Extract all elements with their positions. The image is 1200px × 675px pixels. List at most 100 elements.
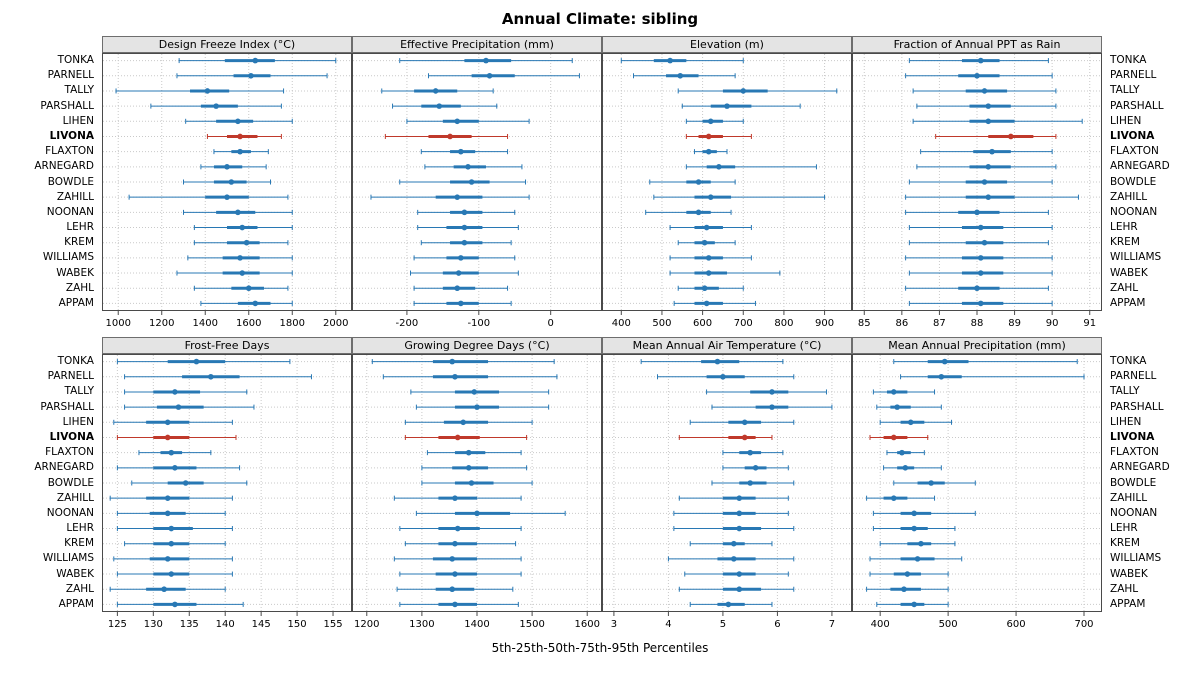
site-label-tonka: TONKA [57,54,94,67]
site-label-zahl: ZAHL [65,281,94,294]
svg-text:600: 600 [1007,619,1026,630]
site-label-bowdle: BOWDLE [1110,175,1157,188]
site-label-parnell: PARNELL [47,370,94,383]
svg-text:91: 91 [1083,318,1096,329]
site-label-arnegard: ARNEGARD [34,461,94,474]
site-label-flaxton: FLAXTON [45,446,94,459]
site-label-arnegard: ARNEGARD [1110,160,1170,173]
svg-text:900: 900 [815,318,834,329]
site-label-krem: KREM [1110,537,1140,550]
site-label-flaxton: FLAXTON [45,145,94,158]
panel-plot-frost-free-days: 125 130 135 140 145 150 155 [102,354,352,630]
site-label-parshall: PARSHALL [1110,400,1164,413]
site-label-williams: WILLIAMS [42,552,94,565]
site-label-livona: LIVONA [49,430,94,443]
site-label-parshall: PARSHALL [40,400,94,413]
svg-text:500: 500 [652,318,671,329]
site-label-noonan: NOONAN [46,205,94,218]
site-label-bowdle: BOWDLE [1110,476,1157,489]
site-labels-left: TONKA PARNELL TALLY PARSHALL LIHEN LIVONA FLAX… [0,337,102,633]
site-label-tally: TALLY [1110,385,1140,398]
site-label-arnegard: ARNEGARD [1110,461,1170,474]
svg-text:4: 4 [665,619,671,630]
svg-text:-200: -200 [396,318,419,329]
site-label-lehr: LEHR [66,522,94,535]
axis-caption: 5th-25th-50th-75th-95th Percentiles [491,641,709,655]
svg-text:150: 150 [288,619,307,630]
svg-text:1000: 1000 [106,318,131,329]
svg-text:700: 700 [1074,619,1093,630]
svg-text:145: 145 [252,619,271,630]
site-label-tonka: TONKA [1110,54,1147,67]
site-label-parnell: PARNELL [1110,69,1157,82]
panel-effective-precipitation: Effective Precipitation (mm) -200 -100 0 [352,36,602,332]
site-label-bowdle: BOWDLE [47,476,94,489]
svg-text:-100: -100 [467,318,490,329]
site-label-tally: TALLY [64,385,94,398]
site-label-lihen: LIHEN [62,114,94,127]
svg-text:135: 135 [180,619,199,630]
site-label-bowdle: BOWDLE [47,175,94,188]
panel-plot-effective-precipitation: -200 -100 0 [352,53,602,329]
chart-grid: TONKA PARNELL TALLY PARSHALL LIHEN LIVONA FLAX… [0,36,1200,633]
svg-text:155: 155 [323,619,342,630]
svg-text:400: 400 [871,619,890,630]
site-label-zahill: ZAHILL [1110,190,1148,203]
svg-text:90: 90 [1046,318,1059,329]
svg-text:5: 5 [720,619,726,630]
panel-strip-title: Mean Annual Air Temperature (°C) [602,337,852,354]
panel-row-2: TONKA PARNELL TALLY PARSHALL LIHEN LIVONA FLAX… [0,337,1200,633]
site-label-livona: LIVONA [49,129,94,142]
site-label-lehr: LEHR [1110,221,1138,234]
svg-text:87: 87 [933,318,946,329]
svg-text:140: 140 [216,619,235,630]
panel-strip-title: Fraction of Annual PPT as Rain [852,36,1102,53]
site-label-appam: APPAM [1110,597,1146,610]
site-label-noonan: NOONAN [1110,506,1158,519]
site-label-parnell: PARNELL [47,69,94,82]
panel-fraction-ppt-rain: Fraction of Annual PPT as Rain 85 86 87 88 89… [852,36,1102,332]
site-label-zahill: ZAHILL [1110,491,1148,504]
site-label-appam: APPAM [1110,296,1146,309]
site-label-krem: KREM [64,236,94,249]
site-label-williams: WILLIAMS [1110,251,1162,264]
site-label-zahl: ZAHL [1110,582,1139,595]
site-label-lihen: LIHEN [1110,114,1142,127]
site-label-tally: TALLY [64,84,94,97]
figure: Annual Climate: sibling TONKA PARNELL TALL… [0,10,1200,655]
panel-strip-title: Mean Annual Precipitation (mm) [852,337,1102,354]
panel-strip-title: Effective Precipitation (mm) [352,36,602,53]
site-label-lehr: LEHR [1110,522,1138,535]
svg-text:700: 700 [734,318,753,329]
svg-text:1400: 1400 [193,318,218,329]
panel-strip-title: Growing Degree Days (°C) [352,337,602,354]
site-label-williams: WILLIAMS [1110,552,1162,565]
svg-text:1400: 1400 [464,619,489,630]
panel-design-freeze-index: Design Freeze Index (°C) 1000 1200 1400 1600… [102,36,352,332]
svg-text:1200: 1200 [149,318,174,329]
panel-strip-title: Elevation (m) [602,36,852,53]
svg-text:3: 3 [611,619,617,630]
site-label-parshall: PARSHALL [40,99,94,112]
site-label-noonan: NOONAN [46,506,94,519]
panel-plot-growing-degree-days: 1200 1300 1400 1500 1600 [352,354,602,630]
panel-strip-title: Design Freeze Index (°C) [102,36,352,53]
panel-row-1: TONKA PARNELL TALLY PARSHALL LIHEN LIVONA FLAX… [0,36,1200,332]
svg-text:1600: 1600 [574,619,599,630]
svg-text:500: 500 [939,619,958,630]
svg-text:85: 85 [858,318,871,329]
site-labels-right: TONKA PARNELL TALLY PARSHALL LIHEN LIVONA FLAX… [1102,36,1200,332]
panel-plot-mean-annual-air-temperature: 3 4 5 6 7 [602,354,852,630]
svg-text:2000: 2000 [323,318,348,329]
site-label-parnell: PARNELL [1110,370,1157,383]
panel-mean-annual-precipitation: Mean Annual Precipitation (mm) 400 500 600 7… [852,337,1102,633]
svg-text:130: 130 [144,619,163,630]
site-label-arnegard: ARNEGARD [34,160,94,173]
site-label-zahl: ZAHL [65,582,94,595]
site-label-wabek: WABEK [56,266,94,279]
svg-text:1800: 1800 [280,318,305,329]
site-label-tonka: TONKA [57,355,94,368]
panel-frost-free-days: Frost-Free Days 125 130 135 140 145 150 155 [102,337,352,633]
svg-text:7: 7 [829,619,835,630]
svg-text:400: 400 [612,318,631,329]
